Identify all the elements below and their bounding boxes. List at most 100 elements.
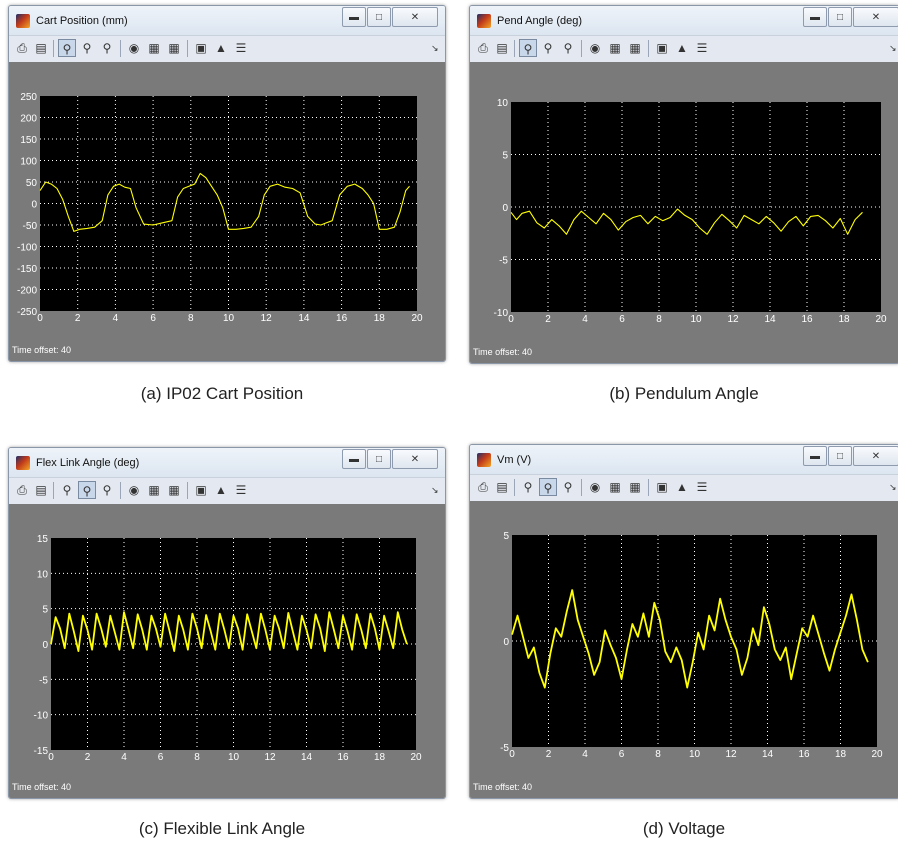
params-icon[interactable]: ▣ xyxy=(195,41,207,55)
autoscale-icon[interactable]: ▦ xyxy=(148,483,160,497)
page-setup-icon[interactable]: ▤ xyxy=(35,41,47,55)
x-tick-label: 6 xyxy=(619,749,625,760)
float-scope-icon[interactable]: ☰ xyxy=(235,483,247,497)
find-icon[interactable]: ◉ xyxy=(128,483,140,497)
toolbar-separator xyxy=(187,40,188,57)
figure-caption: (d) Voltage xyxy=(642,819,726,838)
zoom-x-icon[interactable]: ⚲ xyxy=(82,41,92,55)
title-bar[interactable]: Flex Link Angle (deg) ▬ □ ✕ xyxy=(9,448,445,477)
autoscale-icon[interactable]: ▦ xyxy=(148,41,160,55)
time-offset-label: Time offset: 40 xyxy=(12,782,72,792)
y-tick-label: 200 xyxy=(20,114,37,125)
y-tick-label: 15 xyxy=(37,534,49,545)
minimize-button[interactable]: ▬ xyxy=(342,7,366,27)
find-icon[interactable]: ◉ xyxy=(128,41,140,55)
lock-icon[interactable]: ▲ xyxy=(215,41,227,55)
page-setup-icon[interactable]: ▤ xyxy=(35,483,47,497)
float-scope-icon[interactable]: ☰ xyxy=(696,480,708,494)
voltage-window[interactable]: Vm (V) ▬ □ ✕ ⎙ ▤ ⚲ ⚲ ⚲ ◉ ▦ ▦ ▣ ▲ ☰ ↘ 0 2 4… xyxy=(469,444,898,799)
print-icon[interactable]: ⎙ xyxy=(478,41,488,55)
autoscale-icon[interactable]: ▦ xyxy=(609,41,621,55)
toolbar-separator xyxy=(581,479,582,496)
y-tick-label: -15 xyxy=(34,746,49,757)
y-tick-label: 0 xyxy=(503,637,509,648)
close-button[interactable]: ✕ xyxy=(853,7,898,27)
y-tick-label: -250 xyxy=(17,307,37,318)
maximize-button[interactable]: □ xyxy=(367,7,391,27)
pendulum-angle-chart: 0 2 4 6 8 10 12 14 16 18 20 10 5 0 -5 -10 xyxy=(494,98,887,325)
params-icon[interactable]: ▣ xyxy=(656,41,668,55)
minimize-button[interactable]: ▬ xyxy=(342,449,366,469)
y-tick-label: -200 xyxy=(17,286,37,297)
toolbar-overflow-icon[interactable]: ↘ xyxy=(431,485,439,495)
zoom-x-icon[interactable]: ⚲ xyxy=(543,41,553,55)
toolbar-separator xyxy=(581,40,582,57)
figure-caption: (a) IP02 Cart Position xyxy=(140,384,304,403)
lock-icon[interactable]: ▲ xyxy=(215,483,227,497)
save-axes-icon[interactable]: ▦ xyxy=(629,41,641,55)
x-tick-label: 10 xyxy=(690,314,702,325)
float-scope-icon[interactable]: ☰ xyxy=(235,41,247,55)
x-tick-label: 16 xyxy=(801,314,813,325)
page-setup-icon[interactable]: ▤ xyxy=(496,41,508,55)
maximize-button[interactable]: □ xyxy=(828,446,852,466)
save-axes-icon[interactable]: ▦ xyxy=(168,41,180,55)
maximize-button[interactable]: □ xyxy=(367,449,391,469)
zoom-x-icon[interactable]: ⚲ xyxy=(539,478,557,496)
lock-icon[interactable]: ▲ xyxy=(676,41,688,55)
params-icon[interactable]: ▣ xyxy=(195,483,207,497)
title-bar[interactable]: Cart Position (mm) ▬ □ ✕ xyxy=(9,6,445,35)
window-title: Vm (V) xyxy=(497,454,532,466)
x-tick-label: 8 xyxy=(656,314,662,325)
x-tick-label: 6 xyxy=(619,314,625,325)
plot-background: 0 2 4 6 8 10 12 14 16 18 20 250 200 150 100 50 0 -50 -100 -… xyxy=(9,62,445,361)
cart-position-window[interactable]: Cart Position (mm) ▬ □ ✕ ⎙ ▤ ⚲ ⚲ ⚲ ◉ ▦ ▦… xyxy=(8,5,446,362)
params-icon[interactable]: ▣ xyxy=(656,480,668,494)
zoom-icon[interactable]: ⚲ xyxy=(58,39,76,57)
signal-trace xyxy=(510,208,863,235)
toolbar-overflow-icon[interactable]: ↘ xyxy=(889,482,897,492)
close-button[interactable]: ✕ xyxy=(392,7,438,27)
print-icon[interactable]: ⎙ xyxy=(478,480,488,494)
y-tick-label: -5 xyxy=(39,675,48,686)
page-setup-icon[interactable]: ▤ xyxy=(496,480,508,494)
find-icon[interactable]: ◉ xyxy=(589,41,601,55)
zoom-y-icon[interactable]: ⚲ xyxy=(102,41,112,55)
minimize-button[interactable]: ▬ xyxy=(803,446,827,466)
save-axes-icon[interactable]: ▦ xyxy=(168,483,180,497)
toolbar-overflow-icon[interactable]: ↘ xyxy=(431,43,439,53)
zoom-y-icon[interactable]: ⚲ xyxy=(563,41,573,55)
zoom-y-icon[interactable]: ⚲ xyxy=(102,483,112,497)
lock-icon[interactable]: ▲ xyxy=(676,480,688,494)
signal-trace xyxy=(50,611,408,653)
x-tick-label: 18 xyxy=(374,313,386,324)
minimize-button[interactable]: ▬ xyxy=(803,7,827,27)
y-tick-label: -10 xyxy=(494,308,509,319)
title-bar[interactable]: Vm (V) ▬ □ ✕ xyxy=(470,445,898,474)
x-tick-label: 6 xyxy=(158,752,164,763)
pendulum-angle-window[interactable]: Pend Angle (deg) ▬ □ ✕ ⎙ ▤ ⚲ ⚲ ⚲ ◉ ▦ ▦ ▣… xyxy=(469,5,898,364)
zoom-icon[interactable]: ⚲ xyxy=(62,483,72,497)
autoscale-icon[interactable]: ▦ xyxy=(609,480,621,494)
x-tick-label: 2 xyxy=(546,749,552,760)
cart-position-chart: 0 2 4 6 8 10 12 14 16 18 20 250 200 150 100 50 0 -50 -100 -… xyxy=(17,92,423,324)
maximize-button[interactable]: □ xyxy=(828,7,852,27)
flex-link-angle-window[interactable]: Flex Link Angle (deg) ▬ □ ✕ ⎙ ▤ ⚲ ⚲ ⚲ ◉ … xyxy=(8,447,446,799)
print-icon[interactable]: ⎙ xyxy=(17,483,27,497)
zoom-icon[interactable]: ⚲ xyxy=(523,480,533,494)
title-bar[interactable]: Pend Angle (deg) ▬ □ ✕ xyxy=(470,6,898,35)
close-button[interactable]: ✕ xyxy=(392,449,438,469)
zoom-icon[interactable]: ⚲ xyxy=(519,39,537,57)
print-icon[interactable]: ⎙ xyxy=(17,41,27,55)
flex-link-angle-chart: 0 2 4 6 8 10 12 14 16 18 20 15 10 5 0 -5 -10 -15 xyxy=(34,534,422,763)
zoom-x-icon[interactable]: ⚲ xyxy=(78,481,96,499)
zoom-y-icon[interactable]: ⚲ xyxy=(563,480,573,494)
save-axes-icon[interactable]: ▦ xyxy=(629,480,641,494)
toolbar-overflow-icon[interactable]: ↘ xyxy=(889,43,897,53)
y-tick-label: 150 xyxy=(20,135,37,146)
float-scope-icon[interactable]: ☰ xyxy=(696,41,708,55)
x-tick-label: 20 xyxy=(410,752,422,763)
x-tick-label: 10 xyxy=(223,313,235,324)
find-icon[interactable]: ◉ xyxy=(589,480,601,494)
close-button[interactable]: ✕ xyxy=(853,446,898,466)
